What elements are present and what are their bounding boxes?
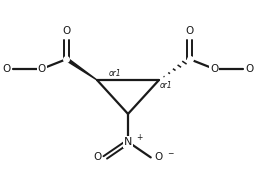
Text: or1: or1 bbox=[108, 69, 121, 78]
Text: or1: or1 bbox=[160, 81, 173, 90]
Text: O: O bbox=[38, 64, 46, 74]
Text: O: O bbox=[62, 26, 71, 36]
Text: O: O bbox=[185, 26, 194, 36]
Text: O: O bbox=[245, 64, 253, 74]
Text: O: O bbox=[154, 152, 163, 162]
Text: N: N bbox=[124, 137, 132, 147]
Text: +: + bbox=[136, 133, 143, 142]
Text: O: O bbox=[210, 64, 218, 74]
Polygon shape bbox=[65, 58, 97, 80]
Text: O: O bbox=[93, 152, 102, 162]
Text: −: − bbox=[167, 149, 173, 158]
Text: O: O bbox=[3, 64, 11, 74]
